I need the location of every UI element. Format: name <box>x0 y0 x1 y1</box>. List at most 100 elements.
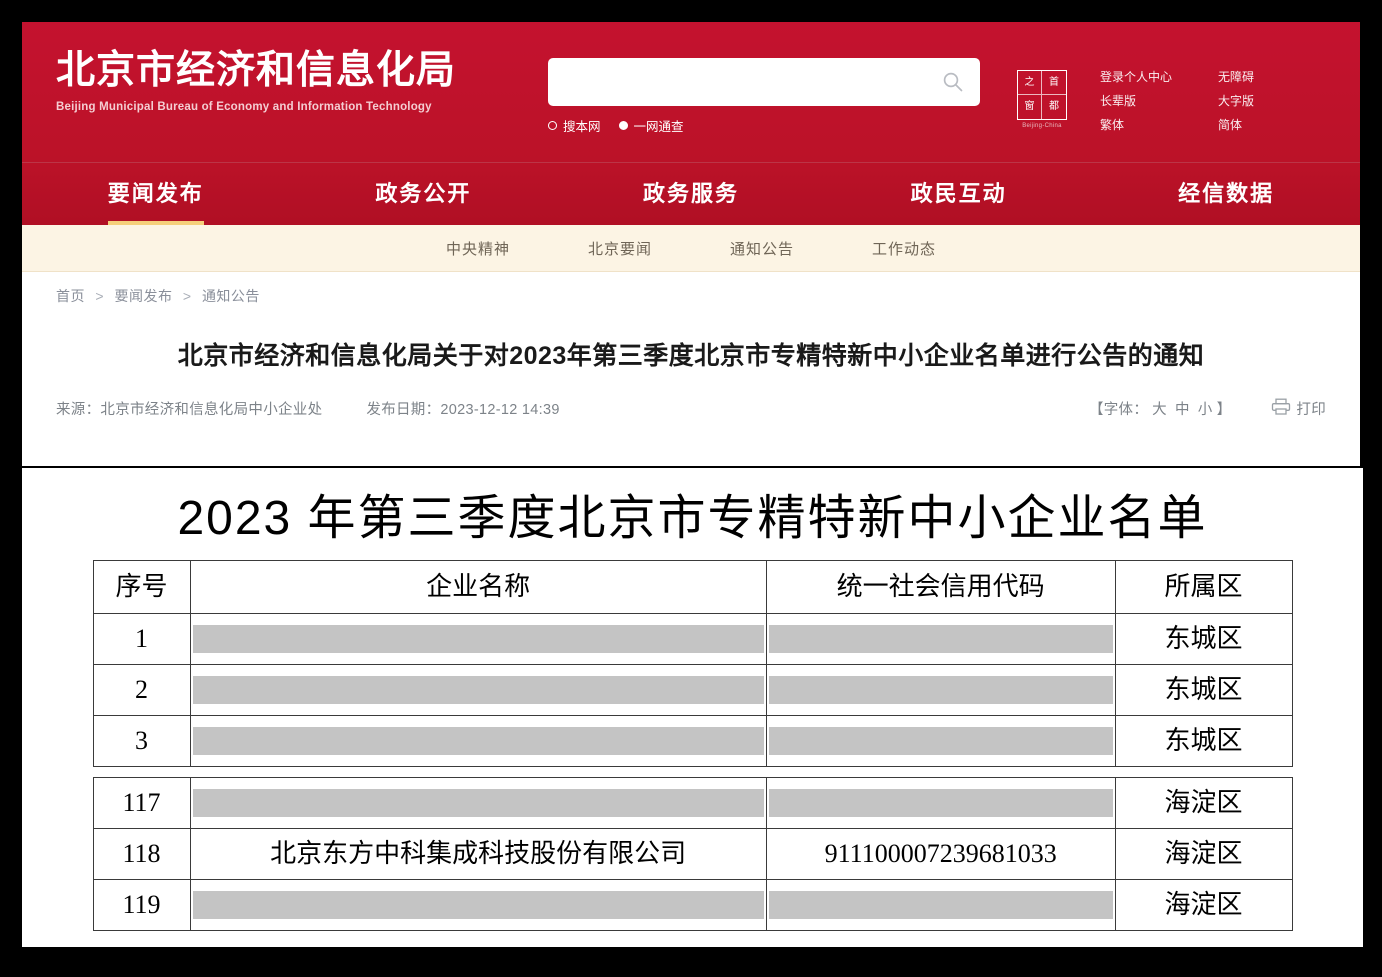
cell-enterprise-name <box>189 777 767 829</box>
site-logo-english: Beijing Municipal Bureau of Economy and … <box>56 101 432 113</box>
font-size-label: 【字体： <box>1088 402 1149 418</box>
redaction-bar <box>768 789 1113 817</box>
main-navigation: 要闻发布 政务公开 政务服务 政民互动 经信数据 <box>22 162 1360 225</box>
cell-serial: 117 <box>92 777 191 829</box>
site-logo[interactable]: 北京市经济和信息化局 Beijing Municipal Bureau of E… <box>56 48 506 113</box>
attachment-title: 2023 年第三季度北京市专精特新中小企业名单 <box>177 492 1208 545</box>
redaction-bar <box>768 625 1113 653</box>
cell-credit-code <box>765 879 1116 931</box>
column-header-district: 所属区 <box>1114 560 1293 614</box>
link-simplified-chinese[interactable]: 简体 <box>1218 118 1243 132</box>
font-size-large[interactable]: 大 <box>1152 402 1167 418</box>
search-area: 搜本网 一网通查 <box>548 58 980 135</box>
search-scope-option-network[interactable]: 一网通查 <box>618 116 684 135</box>
subnav-item-central-spirit[interactable]: 中央精神 <box>445 240 510 258</box>
utility-links-column-1: 登录个人中心 长辈版 繁体 <box>1100 68 1172 133</box>
cell-district: 东城区 <box>1114 613 1293 665</box>
article-date-value: 2023-12-12 14:39 <box>440 402 560 418</box>
cell-serial: 119 <box>92 879 191 931</box>
government-website: 北京市经济和信息化局 Beijing Municipal Bureau of E… <box>22 22 1360 466</box>
seal-char-4: 都 <box>1049 101 1059 112</box>
cell-credit-code <box>765 777 1116 829</box>
printer-icon <box>1271 398 1291 419</box>
cell-credit-code: 911100007239681033 <box>765 828 1116 880</box>
cell-enterprise-name <box>189 715 767 767</box>
cell-district: 海淀区 <box>1114 828 1293 880</box>
breadcrumb-item-news[interactable]: 要闻发布 <box>114 288 173 304</box>
cell-district: 东城区 <box>1114 664 1293 716</box>
breadcrumb: 首页 > 要闻发布 > 通知公告 <box>22 272 1360 316</box>
radio-icon-selected[interactable] <box>618 121 628 130</box>
cell-district: 东城区 <box>1114 715 1293 767</box>
article-date-label: 发布日期： <box>366 402 441 418</box>
redaction-bar <box>768 727 1113 755</box>
utility-links-column-2: 无障碍 大字版 简体 <box>1218 68 1254 133</box>
enterprise-list-body: 1 东城区 2 东城区 <box>92 613 1293 931</box>
subnav-item-beijing-news[interactable]: 北京要闻 <box>587 240 652 258</box>
cell-credit-code <box>765 715 1116 767</box>
subnav-item-work-updates[interactable]: 工作动态 <box>872 240 937 258</box>
link-large-font-version[interactable]: 大字版 <box>1218 94 1255 108</box>
print-label: 打印 <box>1296 402 1326 418</box>
font-size-medium[interactable]: 中 <box>1174 402 1190 418</box>
breadcrumb-separator-1: > <box>95 288 105 304</box>
link-elder-version[interactable]: 长辈版 <box>1100 94 1137 108</box>
sub-navigation: 中央精神 北京要闻 通知公告 工作动态 <box>22 225 1360 272</box>
table-row-gap <box>93 766 1292 778</box>
cell-enterprise-name <box>189 664 767 716</box>
enterprise-list-table: 序号 企业名称 统一社会信用代码 所属区 1 东城区 <box>92 560 1293 931</box>
font-size-controls: 【字体：大中小】 <box>1089 398 1231 419</box>
table-row: 119 海淀区 <box>92 879 1293 931</box>
font-size-small[interactable]: 小 <box>1197 402 1213 418</box>
attachment-document: 2023 年第三季度北京市专精特新中小企业名单 序号 企业名称 统一社会信用代码… <box>22 468 1363 947</box>
seal-caption: Beijing-China <box>1022 123 1062 129</box>
link-personal-center[interactable]: 登录个人中心 <box>1100 70 1173 84</box>
table-row: 3 东城区 <box>92 715 1293 767</box>
search-input[interactable] <box>560 58 934 108</box>
seal-square-icon: 之 首 窗 都 <box>1017 70 1067 120</box>
nav-item-public-interaction[interactable]: 政民互动 <box>910 181 1007 206</box>
beijing-seal-logo[interactable]: 之 首 窗 都 Beijing-China <box>1014 70 1070 129</box>
link-traditional-chinese[interactable]: 繁体 <box>1100 118 1125 132</box>
table-row: 118 北京东方中科集成科技股份有限公司 911100007239681033 … <box>92 828 1293 880</box>
subnav-item-announcements[interactable]: 通知公告 <box>730 240 795 258</box>
article-tools: 【字体：大中小】 打印 <box>1089 398 1326 419</box>
redaction-bar <box>768 676 1113 704</box>
cell-enterprise-name: 北京东方中科集成科技股份有限公司 <box>189 828 767 880</box>
cell-serial: 118 <box>92 828 191 880</box>
article-meta: 来源：北京市经济和信息化局中小企业处 发布日期：2023-12-12 14:39… <box>22 398 1360 419</box>
radio-icon-unselected[interactable] <box>548 121 557 130</box>
nav-item-data[interactable]: 经信数据 <box>1178 181 1275 206</box>
search-box[interactable] <box>548 58 980 108</box>
nav-item-government-services[interactable]: 政务服务 <box>642 181 739 206</box>
redaction-bar <box>768 891 1113 919</box>
cell-district: 海淀区 <box>1114 879 1293 931</box>
site-header: 北京市经济和信息化局 Beijing Municipal Bureau of E… <box>22 22 1360 162</box>
cell-credit-code <box>765 664 1116 716</box>
redaction-bar <box>192 789 764 817</box>
cell-enterprise-name <box>189 613 767 665</box>
breadcrumb-item-home[interactable]: 首页 <box>56 288 85 304</box>
nav-item-government-affairs[interactable]: 政务公开 <box>375 181 472 206</box>
search-scope-option-local[interactable]: 搜本网 <box>548 116 601 135</box>
redaction-bar <box>192 676 764 704</box>
redaction-bar <box>192 727 764 755</box>
table-row: 117 海淀区 <box>92 777 1293 829</box>
column-header-enterprise-name: 企业名称 <box>189 560 767 614</box>
article-title: 北京市经济和信息化局关于对2023年第三季度北京市专精特新中小企业名单进行公告的… <box>177 342 1205 370</box>
redaction-bar <box>192 891 764 919</box>
print-button[interactable]: 打印 <box>1271 398 1326 419</box>
column-header-credit-code: 统一社会信用代码 <box>765 560 1116 614</box>
breadcrumb-item-announcements[interactable]: 通知公告 <box>201 288 260 304</box>
table-row: 2 东城区 <box>92 664 1293 716</box>
cell-enterprise-name <box>189 879 767 931</box>
search-scope-label-network: 一网通查 <box>633 120 684 134</box>
link-accessibility[interactable]: 无障碍 <box>1218 70 1255 84</box>
nav-item-news[interactable]: 要闻发布 <box>22 163 290 225</box>
seal-char-2: 首 <box>1042 71 1066 95</box>
search-icon[interactable] <box>942 71 964 93</box>
column-header-serial: 序号 <box>92 560 191 614</box>
site-logo-chinese: 北京市经济和信息化局 <box>56 49 457 92</box>
search-scope-label-local: 搜本网 <box>563 120 601 134</box>
